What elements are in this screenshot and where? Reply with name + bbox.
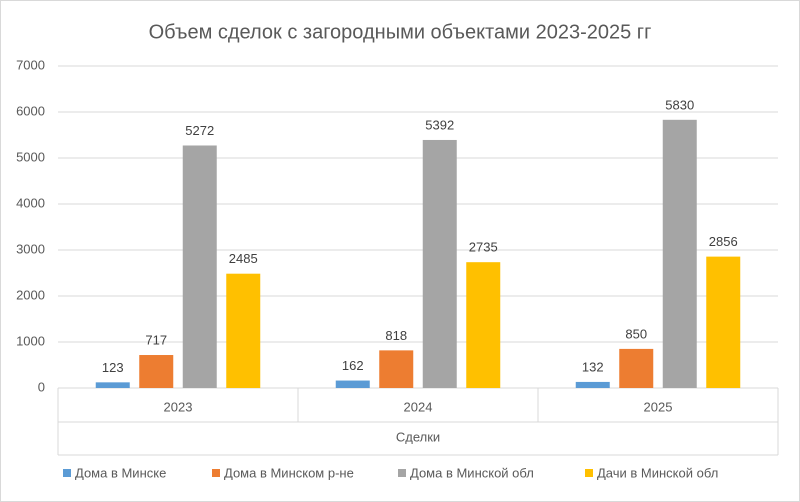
data-label: 5272: [185, 123, 214, 138]
y-tick-label: 4000: [16, 195, 45, 210]
bar: [95, 382, 130, 388]
bar: [575, 381, 610, 388]
y-tick-label: 6000: [16, 103, 45, 118]
legend-marker: [585, 469, 593, 477]
data-label: 2735: [469, 240, 498, 255]
chart-title: Объем сделок с загородными объектами 202…: [149, 21, 652, 43]
y-tick-label: 2000: [16, 287, 45, 302]
bar: [226, 273, 261, 388]
y-tick-label: 5000: [16, 149, 45, 164]
legend-label: Дома в Минском р-не: [224, 465, 354, 480]
data-label: 5392: [425, 117, 454, 132]
y-tick-label: 7000: [16, 57, 45, 72]
bar: [379, 350, 414, 388]
bar: [662, 119, 697, 388]
x-axis-title: Сделки: [396, 429, 440, 444]
x-tick-label: 2025: [644, 399, 673, 414]
data-label: 132: [582, 359, 604, 374]
data-label: 850: [625, 326, 647, 341]
data-label: 2485: [229, 251, 258, 266]
x-tick-label: 2024: [404, 399, 433, 414]
data-label: 123: [102, 360, 124, 375]
x-tick-label: 2023: [164, 399, 193, 414]
data-label: 162: [342, 358, 364, 373]
bar: [706, 256, 741, 388]
legend-marker: [63, 469, 71, 477]
legend-label: Дачи в Минской обл: [597, 465, 718, 480]
bar: [422, 139, 457, 388]
legend-marker: [398, 469, 406, 477]
bar: [466, 262, 501, 388]
legend-label: Дома в Минской обл: [410, 465, 534, 480]
y-tick-label: 0: [38, 379, 45, 394]
bar: [335, 380, 370, 388]
legend-marker: [212, 469, 220, 477]
bar: [139, 355, 174, 388]
data-label: 818: [385, 328, 407, 343]
y-tick-label: 1000: [16, 333, 45, 348]
data-label: 717: [145, 332, 167, 347]
data-label: 2856: [709, 234, 738, 249]
y-tick-label: 3000: [16, 241, 45, 256]
legend-label: Дома в Минске: [75, 465, 166, 480]
data-label: 5830: [665, 97, 694, 112]
bar: [182, 145, 217, 388]
bar: [619, 348, 654, 388]
